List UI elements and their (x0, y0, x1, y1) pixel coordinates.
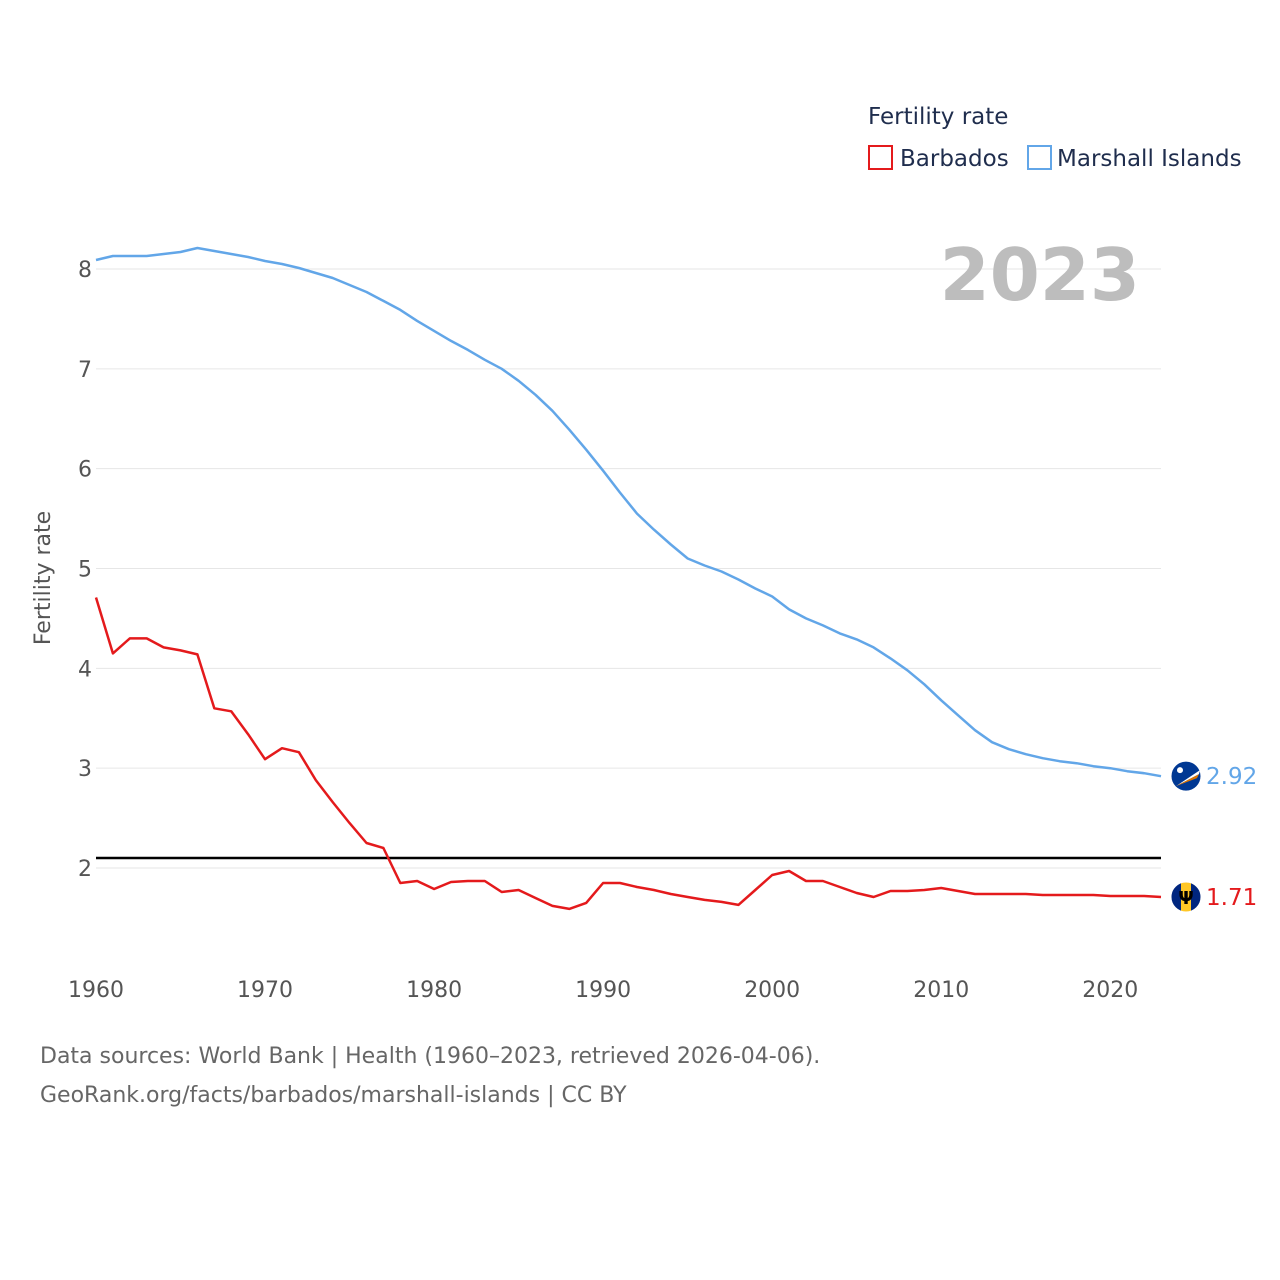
flag-icon-barbados: Ψ (1170, 881, 1202, 913)
x-tick-label: 1990 (575, 978, 631, 1003)
y-tick-label: 8 (78, 258, 92, 283)
x-tick-label: 1970 (237, 978, 293, 1003)
x-tick-label: 2020 (1082, 978, 1138, 1003)
end-value-label-marshall-islands: 2.92 (1206, 764, 1257, 790)
gridlines (96, 268, 1161, 869)
x-tick-label: 1960 (68, 978, 124, 1003)
flag-icon-marshall-islands (1170, 760, 1202, 792)
legend-swatch-barbados (868, 145, 893, 170)
series-line-marshall-islands (95, 246, 1162, 778)
series-lines (94, 246, 1162, 911)
y-axis-ticks: 2 3 4 5 6 7 8 (78, 258, 92, 882)
legend: Fertility rate Barbados Marshall Islands (868, 104, 1242, 172)
y-tick-label: 3 (78, 757, 92, 782)
y-tick-label: 7 (78, 358, 92, 383)
legend-label-barbados: Barbados (900, 146, 1009, 172)
x-tick-label: 2000 (744, 978, 800, 1003)
source-line-1: Data sources: World Bank | Health (1960–… (40, 1044, 821, 1069)
x-tick-label: 2010 (913, 978, 969, 1003)
series-line-barbados (94, 597, 1162, 911)
legend-swatch-marshall-islands (1027, 145, 1052, 170)
end-markers: Ψ 1.71 2.92 (1170, 760, 1257, 913)
end-value-label-barbados: 1.71 (1206, 885, 1257, 911)
x-axis-ticks: 1960 1970 1980 1990 2000 2010 2020 (68, 978, 1138, 1003)
legend-title: Fertility rate (868, 104, 1008, 130)
y-tick-label: 6 (78, 458, 92, 483)
y-tick-label: 2 (78, 857, 92, 882)
x-tick-label: 1980 (406, 978, 462, 1003)
year-label: 2023 (940, 233, 1140, 317)
y-tick-label: 4 (78, 657, 92, 682)
source-line-2: GeoRank.org/facts/barbados/marshall-isla… (40, 1083, 627, 1108)
legend-label-marshall-islands: Marshall Islands (1057, 146, 1242, 172)
y-axis-title: Fertility rate (31, 511, 56, 645)
svg-text:Ψ: Ψ (1178, 888, 1193, 909)
y-tick-label: 5 (78, 558, 92, 583)
